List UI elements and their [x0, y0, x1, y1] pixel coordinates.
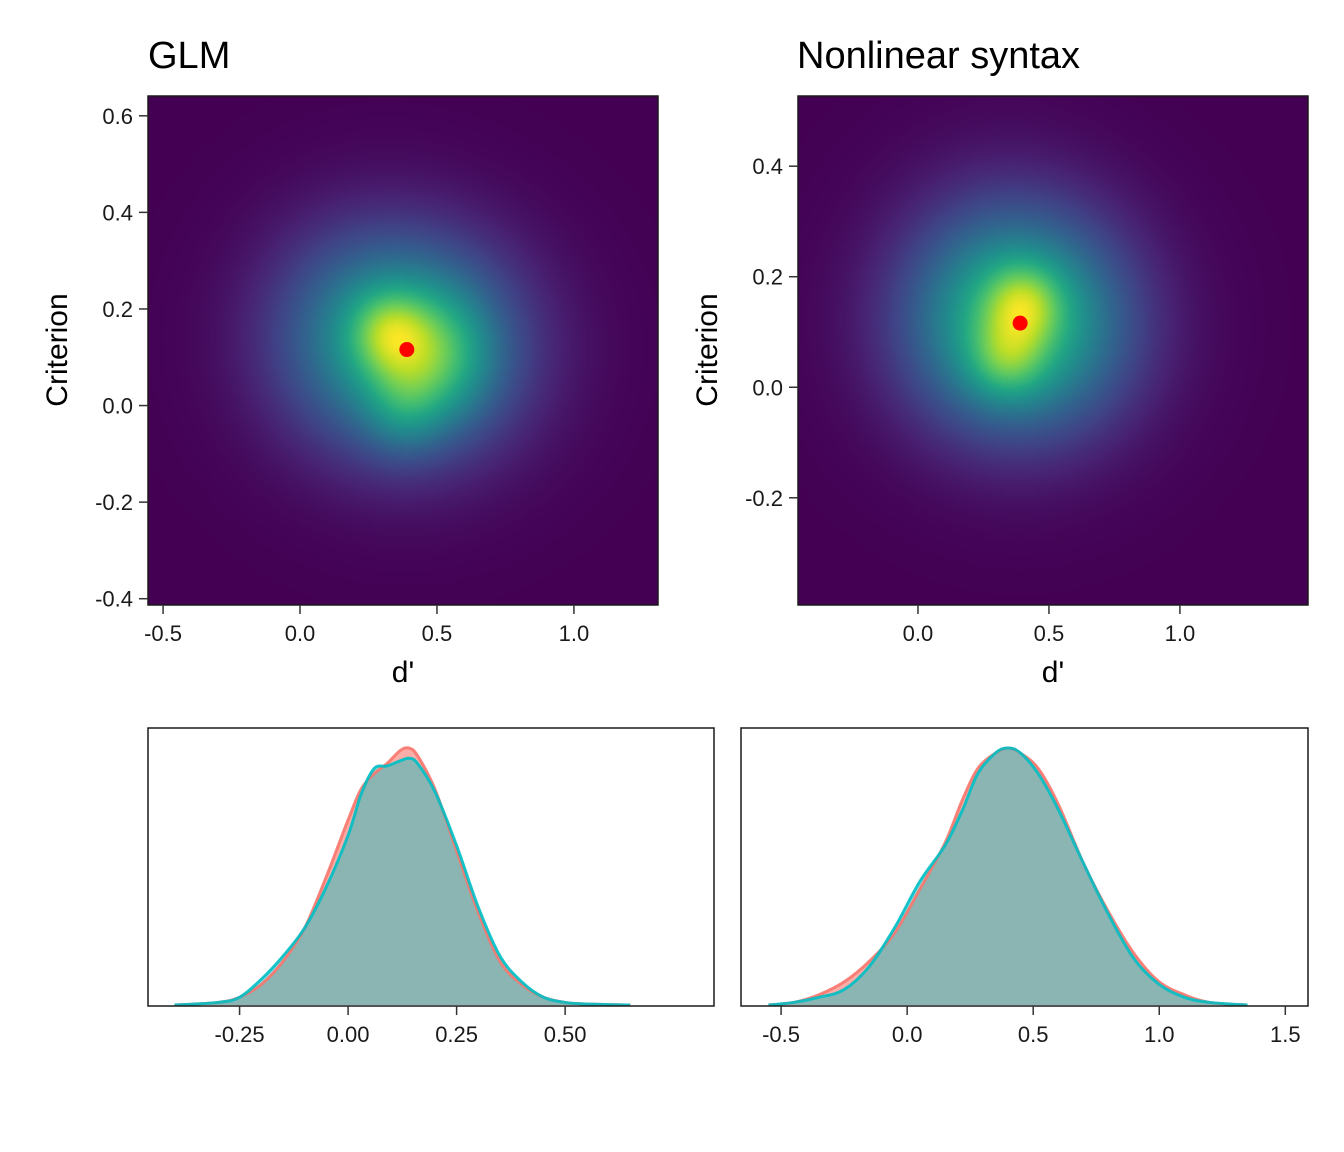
criterion-density-line-nonlinear-syntax [174, 756, 631, 1007]
glm-plot-frame [147, 95, 659, 606]
criterion-density-x-tick-label: 0.25 [435, 1022, 478, 1047]
criterion-density-x-tick-label: -0.25 [215, 1022, 265, 1047]
glm-y-tick-label: -0.4 [95, 587, 133, 612]
dprime-density-x-tick-label: -0.5 [762, 1022, 800, 1047]
nonlinear-heatmap-panel: Nonlinear syntax 0.0 0.5 1.0 -0.2 0.0 0.2 0.4… [691, 35, 1309, 689]
glm-y-tick-label: 0.6 [102, 104, 133, 129]
nonlinear-x-axis-label: d' [1042, 656, 1064, 689]
glm-x-tick-label: 0.0 [285, 621, 316, 646]
criterion-density-frame [147, 727, 715, 1007]
nonlinear-y-axis: -0.2 0.0 0.2 0.4 [745, 154, 798, 511]
dprime-density-line-nonlinear-syntax [768, 746, 1248, 1007]
dprime-density-x-tick-label: 1.5 [1270, 1022, 1301, 1047]
dprime-density-frame [740, 727, 1309, 1007]
glm-point-estimate [399, 342, 415, 358]
criterion-density-area-glm [174, 747, 631, 1005]
dprime-density-x-tick-label: 0.0 [892, 1022, 923, 1047]
glm-x-axis: -0.5 0.0 0.5 1.0 [144, 605, 589, 646]
nonlinear-y-tick-label: -0.2 [745, 486, 783, 511]
glm-y-tick-label: 0.2 [102, 297, 133, 322]
criterion-density-x-tick-label: 0.50 [544, 1022, 587, 1047]
dprime-density-area-glm [768, 748, 1248, 1005]
nonlinear-x-axis: 0.0 0.5 1.0 [903, 605, 1196, 646]
criterion-density-panel: -0.25 0.00 0.25 0.50 [147, 727, 715, 1047]
nonlinear-y-tick-label: 0.0 [752, 375, 783, 400]
dprime-density-areas [768, 746, 1248, 1007]
nonlinear-y-axis-label: Criterion [691, 293, 724, 406]
glm-x-tick-label: -0.5 [144, 621, 182, 646]
criterion-density-x-axis: -0.25 0.00 0.25 0.50 [215, 1006, 587, 1047]
glm-y-axis: -0.4 -0.2 0.0 0.2 0.4 0.6 [95, 104, 148, 612]
nonlinear-plot-frame [797, 95, 1309, 606]
glm-y-tick-label: -0.2 [95, 490, 133, 515]
criterion-density-area-nonlinear-syntax [174, 758, 631, 1005]
dprime-density-panel: -0.5 0.0 0.5 1.0 1.5 [740, 727, 1309, 1047]
nonlinear-y-tick-label: 0.4 [752, 154, 783, 179]
dprime-density-x-tick-label: 1.0 [1144, 1022, 1175, 1047]
nonlinear-x-tick-label: 0.5 [1034, 621, 1065, 646]
glm-y-tick-label: 0.4 [102, 200, 133, 225]
nonlinear-y-tick-label: 0.2 [752, 265, 783, 290]
nonlinear-title: Nonlinear syntax [797, 35, 1080, 77]
nonlinear-point-estimate [1012, 315, 1028, 331]
dprime-density-x-axis: -0.5 0.0 0.5 1.0 1.5 [762, 1006, 1301, 1047]
nonlinear-x-tick-label: 1.0 [1165, 621, 1196, 646]
nonlinear-density-image [798, 96, 1308, 605]
glm-x-tick-label: 0.5 [422, 621, 453, 646]
dprime-density-x-tick-label: 0.5 [1018, 1022, 1049, 1047]
glm-y-tick-label: 0.0 [102, 394, 133, 419]
criterion-density-areas [174, 746, 631, 1007]
nonlinear-x-tick-label: 0.0 [903, 621, 934, 646]
glm-heatmap-panel: GLM -0.5 0.0 0.5 1.0 -0.4 -0.2 0.0 0.2 0.4 0.6 d… [41, 35, 659, 689]
glm-y-axis-label: Criterion [41, 293, 74, 406]
glm-title: GLM [148, 35, 230, 77]
dprime-density-area-nonlinear-syntax [768, 748, 1248, 1005]
glm-x-axis-label: d' [392, 656, 414, 689]
criterion-density-x-tick-label: 0.00 [327, 1022, 370, 1047]
glm-x-tick-label: 1.0 [559, 621, 590, 646]
